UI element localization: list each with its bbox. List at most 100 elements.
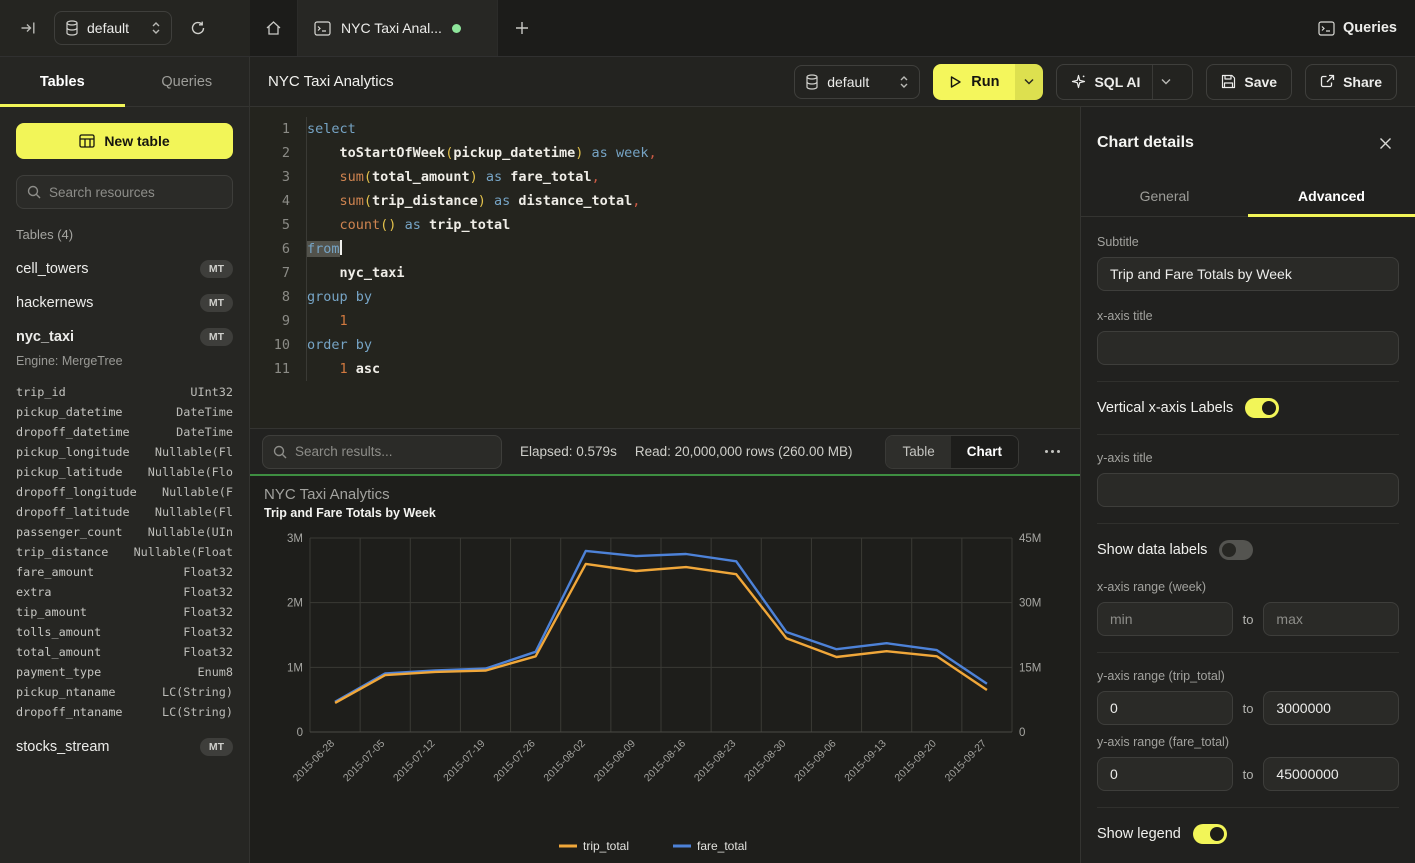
chevron-updown-icon bbox=[899, 75, 909, 89]
column-row: dropoff_latitude Nullable(Fl bbox=[16, 505, 233, 519]
y1-min-input[interactable] bbox=[1097, 691, 1233, 725]
svg-text:2015-09-06: 2015-09-06 bbox=[792, 738, 839, 785]
refresh-button[interactable] bbox=[184, 14, 212, 42]
show-data-labels-toggle[interactable] bbox=[1219, 540, 1254, 560]
divider bbox=[1097, 434, 1399, 435]
divider bbox=[1097, 523, 1399, 524]
svg-text:2015-08-23: 2015-08-23 bbox=[692, 738, 739, 785]
sql-ai-button[interactable]: SQL AI bbox=[1056, 63, 1194, 100]
y2-range-row: to bbox=[1097, 757, 1399, 791]
collapse-sidebar-button[interactable] bbox=[14, 14, 42, 42]
series-fare_total bbox=[334, 549, 988, 703]
column-row: pickup_longitude Nullable(Fl bbox=[16, 445, 233, 459]
editor-line: 5 count() as trip_total bbox=[260, 213, 1080, 237]
subtitle-label: Subtitle bbox=[1097, 235, 1139, 249]
chevron-down-icon bbox=[1024, 78, 1034, 85]
y1-max-input[interactable] bbox=[1263, 691, 1399, 725]
home-button[interactable] bbox=[250, 0, 298, 56]
more-options-icon[interactable] bbox=[1037, 450, 1068, 454]
column-row: pickup_latitude Nullable(Flo bbox=[16, 465, 233, 479]
close-panel-button[interactable] bbox=[1371, 129, 1399, 157]
database-selector[interactable]: default bbox=[54, 11, 173, 45]
column-row: tip_amount Float32 bbox=[16, 605, 233, 619]
run-button[interactable]: Run bbox=[933, 63, 1016, 100]
chart-view-button[interactable]: Chart bbox=[950, 435, 1018, 468]
query-tab-nyc-taxi[interactable]: NYC Taxi Anal... bbox=[298, 0, 498, 56]
to-label: to bbox=[1242, 611, 1254, 627]
panel-tabs: General Advanced bbox=[1081, 175, 1415, 217]
xaxis-range-label: x-axis range (week) bbox=[1097, 580, 1207, 594]
panel-tab-advanced[interactable]: Advanced bbox=[1248, 175, 1415, 217]
new-table-button[interactable]: New table bbox=[16, 123, 233, 159]
table-row-hackernews[interactable]: hackernews MT bbox=[0, 286, 249, 320]
table-grid-icon bbox=[79, 134, 95, 148]
editor-line: 11 1 asc bbox=[260, 357, 1080, 381]
database-selector[interactable]: default bbox=[794, 64, 921, 99]
queries-label: Queries bbox=[1343, 20, 1397, 36]
show-data-labels-label: Show data labels bbox=[1097, 542, 1208, 558]
svg-text:30M: 30M bbox=[1019, 598, 1041, 610]
column-list: trip_id UInt32 pickup_datetime DateTime drop… bbox=[0, 378, 249, 730]
svg-text:2015-08-16: 2015-08-16 bbox=[642, 738, 689, 785]
svg-text:2015-07-19: 2015-07-19 bbox=[441, 738, 488, 785]
xaxis-range-row: to bbox=[1097, 602, 1399, 636]
show-legend-toggle[interactable] bbox=[1192, 824, 1227, 844]
run-options-button[interactable] bbox=[1015, 63, 1044, 100]
svg-text:2015-07-26: 2015-07-26 bbox=[491, 738, 538, 785]
resource-search-input[interactable] bbox=[49, 184, 222, 200]
vertical-labels-toggle[interactable] bbox=[1245, 398, 1280, 418]
yaxis-title-label: y-axis title bbox=[1097, 451, 1153, 465]
column-row: trip_id UInt32 bbox=[16, 385, 233, 399]
y2-max-input[interactable] bbox=[1263, 757, 1399, 791]
table-row-cell-towers[interactable]: cell_towers MT bbox=[0, 252, 249, 286]
xaxis-title-input[interactable] bbox=[1097, 331, 1399, 365]
sidebar-tab-queries[interactable]: Queries bbox=[125, 57, 250, 106]
share-label: Share bbox=[1343, 73, 1382, 90]
column-row: trip_distance Nullable(Float bbox=[16, 545, 233, 559]
svg-text:2015-09-13: 2015-09-13 bbox=[842, 738, 889, 785]
rows-read: Read: 20,000,000 rows (260.00 MB) bbox=[634, 444, 853, 460]
svg-text:45M: 45M bbox=[1019, 533, 1041, 545]
y2-min-input[interactable] bbox=[1097, 757, 1233, 791]
column-row: dropoff_longitude Nullable(F bbox=[16, 485, 233, 499]
to-label: to bbox=[1242, 700, 1254, 716]
legend-trip_total: trip_total bbox=[583, 839, 629, 853]
query-title: NYC Taxi Analytics bbox=[268, 73, 394, 90]
xaxis-max-input[interactable] bbox=[1263, 602, 1399, 636]
new-tab-button[interactable] bbox=[498, 0, 546, 56]
table-view-button[interactable]: Table bbox=[886, 435, 951, 468]
table-row-stocks-stream[interactable]: stocks_stream MT bbox=[0, 730, 249, 764]
panel-tab-general[interactable]: General bbox=[1081, 175, 1248, 216]
terminal-icon bbox=[1318, 20, 1335, 36]
save-button[interactable]: Save bbox=[1206, 63, 1293, 100]
editor-line: 7 nyc_taxi bbox=[260, 261, 1080, 285]
queries-button[interactable]: Queries bbox=[1318, 20, 1397, 36]
engine-badge: MT bbox=[199, 294, 233, 312]
table-row-nyc-taxi[interactable]: nyc_taxi MT bbox=[0, 320, 249, 354]
editor-line: 6 from bbox=[260, 237, 1080, 261]
close-icon bbox=[1379, 137, 1392, 150]
vertical-labels-label: Vertical x-axis Labels bbox=[1097, 400, 1234, 416]
chart-details-panel: Chart details General Advanced Subtitle … bbox=[1080, 107, 1415, 863]
xaxis-min-input[interactable] bbox=[1097, 602, 1233, 636]
results-search-input[interactable] bbox=[295, 444, 491, 460]
share-button[interactable]: Share bbox=[1305, 63, 1397, 100]
play-icon bbox=[949, 75, 962, 89]
query-tab-title: NYC Taxi Anal... bbox=[341, 20, 442, 36]
svg-text:2015-09-20: 2015-09-20 bbox=[892, 738, 939, 785]
sql-editor[interactable]: 1 select 2 toStartOfWeek(pickup_datetime) … bbox=[250, 107, 1080, 428]
yaxis-title-input[interactable] bbox=[1097, 473, 1399, 507]
sidebar-tab-tables[interactable]: Tables bbox=[0, 57, 125, 107]
subtitle-input[interactable] bbox=[1097, 257, 1399, 291]
panel-body: Subtitle x-axis title Vertical x-axis La… bbox=[1081, 217, 1415, 860]
column-row: fare_amount Float32 bbox=[16, 565, 233, 579]
results-search bbox=[262, 434, 502, 469]
engine-badge: MT bbox=[199, 328, 233, 346]
svg-text:1M: 1M bbox=[287, 662, 303, 674]
database-selector-value: default bbox=[87, 20, 130, 36]
new-table-label: New table bbox=[104, 133, 170, 149]
sparkle-icon bbox=[1071, 74, 1086, 89]
top-bar-right: Queries bbox=[1300, 0, 1415, 56]
